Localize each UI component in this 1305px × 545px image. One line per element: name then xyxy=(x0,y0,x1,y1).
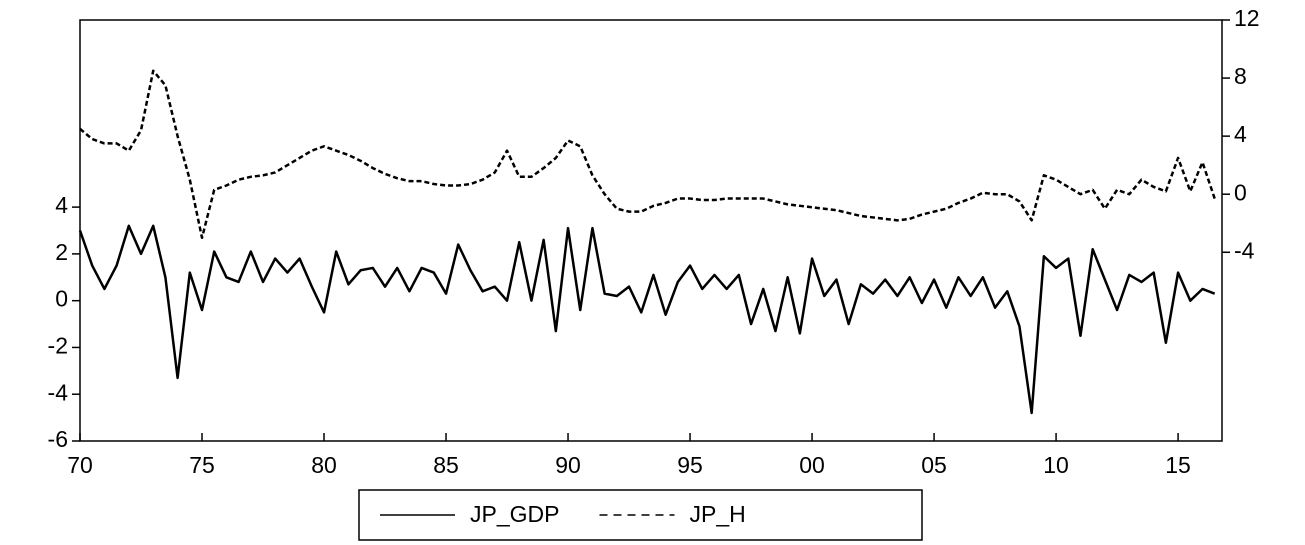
y-tick-label: -2 xyxy=(48,333,68,359)
legend-label: JP_GDP xyxy=(470,501,559,527)
y2-tick-label: 8 xyxy=(1234,63,1247,89)
x-tick-label: 05 xyxy=(921,452,947,478)
y2-tick-label: 12 xyxy=(1234,5,1260,31)
x-tick-label: 75 xyxy=(189,452,215,478)
legend: JP_GDP JP_H xyxy=(358,489,923,541)
y-tick-label: 0 xyxy=(55,286,68,312)
plot-frame xyxy=(79,19,1223,442)
x-tick-label: 00 xyxy=(799,452,825,478)
x-tick-label: 85 xyxy=(433,452,459,478)
y2-tick-label: 0 xyxy=(1234,179,1247,205)
x-tick-label: 80 xyxy=(311,452,337,478)
y-tick-label: 4 xyxy=(55,192,68,218)
x-tick-label: 95 xyxy=(677,452,703,478)
y2-tick-label: 4 xyxy=(1234,121,1247,147)
y-tick-label: 2 xyxy=(55,239,68,265)
legend-label: JP_H xyxy=(689,501,745,527)
y-tick-label: -4 xyxy=(48,379,69,405)
x-tick-label: 15 xyxy=(1165,452,1191,478)
y2-tick-label: -4 xyxy=(1234,237,1255,263)
x-tick-label: 70 xyxy=(67,452,93,478)
series-line xyxy=(78,224,1216,415)
x-tick-label: 90 xyxy=(555,452,581,478)
series-line xyxy=(79,69,1216,240)
x-tick-label: 10 xyxy=(1043,452,1069,478)
y-tick-label: -6 xyxy=(48,426,68,452)
